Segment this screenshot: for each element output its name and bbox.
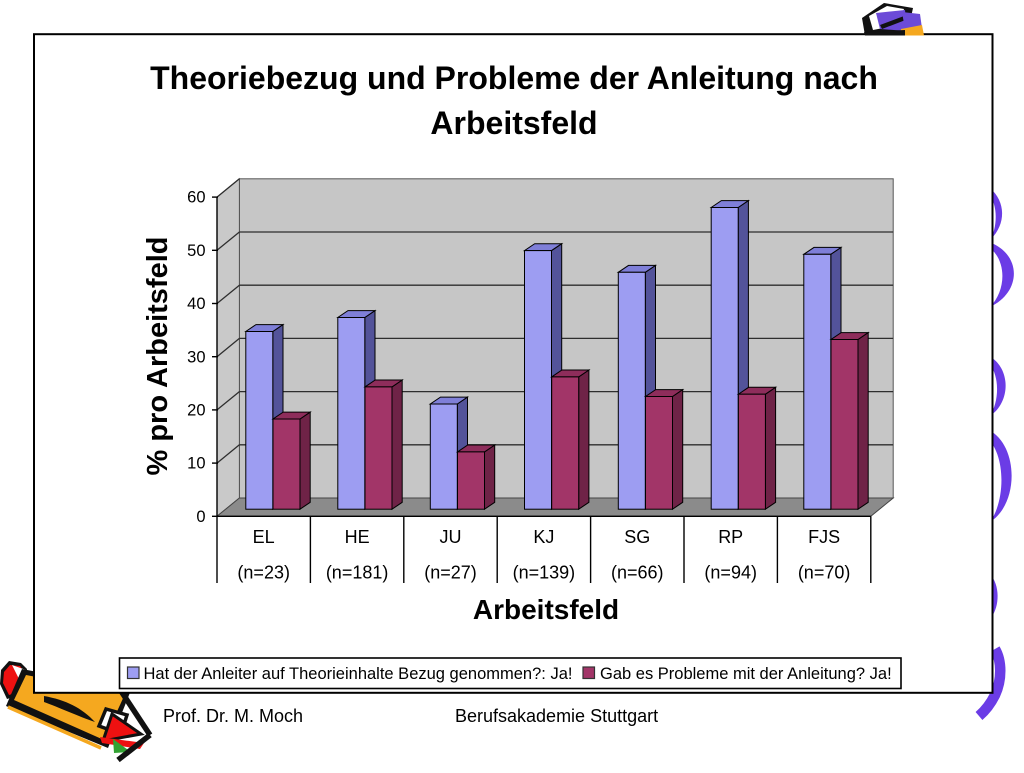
- svg-text:Theoriebezug und Probleme der: Theoriebezug und Probleme der Anleitung …: [150, 60, 878, 96]
- svg-text:Arbeitsfeld: Arbeitsfeld: [473, 594, 619, 625]
- svg-text:RP: RP: [718, 527, 743, 547]
- svg-text:(n=139): (n=139): [513, 563, 576, 583]
- svg-text:0: 0: [196, 508, 205, 526]
- svg-text:SG: SG: [624, 527, 650, 547]
- svg-text:(n=70): (n=70): [798, 563, 851, 583]
- svg-text:KJ: KJ: [533, 527, 554, 547]
- svg-text:(n=23): (n=23): [237, 563, 290, 583]
- svg-text:50: 50: [187, 242, 205, 260]
- svg-text:10: 10: [187, 455, 205, 473]
- svg-text:Prof. Dr. M. Moch: Prof. Dr. M. Moch: [163, 706, 303, 726]
- svg-text:Arbeitsfeld: Arbeitsfeld: [430, 105, 597, 141]
- svg-text:30: 30: [187, 348, 205, 366]
- svg-text:Gab es Probleme mit der Anleit: Gab es Probleme mit der Anleitung? Ja!: [600, 665, 892, 683]
- svg-text:EL: EL: [253, 527, 275, 547]
- svg-text:(n=181): (n=181): [326, 563, 389, 583]
- svg-text:60: 60: [187, 189, 205, 207]
- svg-text:JU: JU: [440, 527, 462, 547]
- svg-text:FJS: FJS: [808, 527, 840, 547]
- svg-text:40: 40: [187, 295, 205, 313]
- svg-text:20: 20: [187, 402, 205, 420]
- svg-text:Hat der Anleiter auf Theoriein: Hat der Anleiter auf Theorieinhalte Bezu…: [144, 665, 573, 683]
- svg-text:Berufsakademie Stuttgart: Berufsakademie Stuttgart: [455, 706, 658, 726]
- svg-text:% pro Arbeitsfeld: % pro Arbeitsfeld: [142, 236, 174, 475]
- svg-text:HE: HE: [345, 527, 370, 547]
- svg-text:(n=94): (n=94): [704, 563, 757, 583]
- svg-text:(n=66): (n=66): [611, 563, 664, 583]
- svg-text:(n=27): (n=27): [424, 563, 477, 583]
